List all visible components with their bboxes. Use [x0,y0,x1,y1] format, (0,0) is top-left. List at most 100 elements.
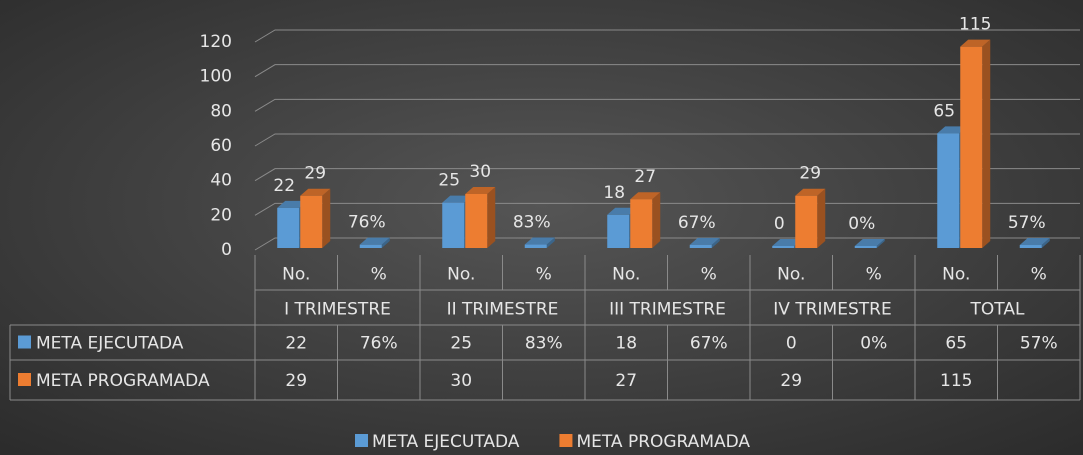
x-tick-label: No. [282,265,310,285]
bar-top [854,239,885,246]
bar-top [795,188,826,196]
bar [442,202,465,248]
bar-top [359,237,390,245]
y-tick-label: 40 [210,171,232,191]
group-label: III TRIMESTRE [609,300,726,320]
data-label: 30 [469,162,491,182]
grid-line [254,64,1080,78]
legend-key [355,434,368,447]
table-cell: 65 [945,334,967,354]
table-row-label: META PROGRAMADA [36,371,210,391]
bar-side [817,188,826,248]
bar [465,194,488,248]
group-label: IV TRIMESTRE [773,300,891,320]
table-cell: 83% [525,334,563,354]
table-cell: 25 [450,334,472,354]
bar-side [652,192,661,248]
bar [359,244,382,248]
bar-top [607,207,638,215]
bar [1019,245,1042,248]
data-label: 65 [933,101,955,121]
bar [607,214,630,248]
group-label: II TRIMESTRE [447,300,559,320]
bar-top [772,239,803,246]
data-label: 29 [799,164,821,184]
bar-top [277,200,308,208]
data-label: 0% [848,214,875,234]
bar [689,244,712,248]
legend-key [559,434,573,447]
legend-key [18,373,31,386]
bar [795,195,818,248]
table-cell: 0% [860,334,887,354]
bar-side [876,239,885,248]
x-tick-label: % [536,265,552,285]
data-label: 29 [304,164,326,184]
group-label: TOTAL [970,300,1025,320]
grid-line [254,98,1080,112]
table-cell: 18 [615,334,637,354]
bar-top [300,188,331,196]
bar [524,244,547,248]
table-cell: 115 [940,371,972,391]
bar [300,195,323,248]
bar-side [546,237,555,248]
bar [772,246,795,248]
data-label: 83% [513,213,551,233]
bar [630,199,653,248]
bar-side [487,187,496,248]
x-tick-label: % [866,265,882,285]
table-cell: 57% [1020,334,1058,354]
x-tick-label: No. [777,265,805,285]
bar-side [322,188,331,248]
bar-top [442,195,473,203]
data-label: 25 [438,171,460,191]
grid-line [254,168,1080,182]
x-tick-label: No. [942,265,970,285]
table-cell: 30 [450,371,472,391]
bar-top [524,237,555,245]
table-cell: 67% [690,334,728,354]
table-cell: 76% [360,334,398,354]
table-cell: 29 [285,371,307,391]
x-tick-label: % [701,265,717,285]
bar [937,133,960,248]
x-tick-label: % [371,265,387,285]
table-row-label: META EJECUTADA [36,334,184,354]
table-cell: 0 [786,334,797,354]
y-tick-label: 80 [210,101,232,121]
data-label: 0 [774,214,785,234]
data-label: 67% [678,213,716,233]
bar-side [1041,238,1050,248]
bar [960,46,983,248]
bar-side [982,39,991,248]
y-tick-label: 20 [210,205,232,225]
data-label: 76% [348,213,386,233]
table-cell: 22 [285,334,307,354]
x-tick-label: % [1031,265,1047,285]
bar-top [630,192,661,200]
bar [277,207,300,248]
bar-top [1019,238,1050,246]
y-tick-label: 0 [221,240,232,260]
grid-line [254,29,1080,43]
data-label: 22 [273,176,295,196]
x-tick-label: No. [612,265,640,285]
bar-top [937,126,968,134]
y-tick-label: 60 [210,136,232,156]
bar-top [689,237,720,245]
x-tick-label: No. [447,265,475,285]
data-label: 115 [959,15,991,35]
legend-label: META PROGRAMADA [576,432,750,452]
data-label: 18 [603,183,625,203]
y-tick-label: 120 [200,32,232,52]
bar-top [465,187,496,194]
bar-side [381,237,390,248]
table-cell: 29 [780,371,802,391]
y-tick-label: 100 [200,67,232,87]
data-label: 57% [1008,213,1046,233]
bar-side [711,237,720,248]
